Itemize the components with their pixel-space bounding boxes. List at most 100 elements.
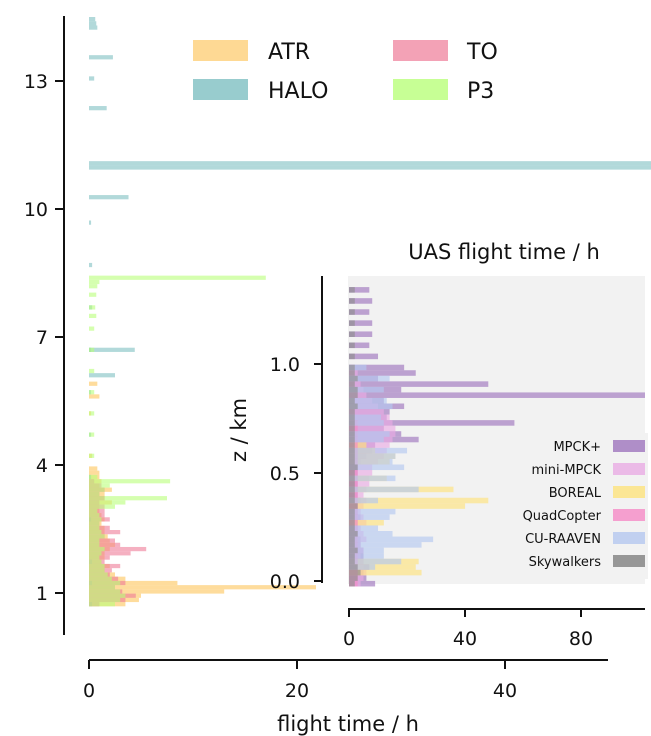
inset-x-tick-label: 40 <box>453 628 477 650</box>
inset-y-axis-title: z / km <box>227 398 251 462</box>
bar-atr <box>89 466 98 471</box>
bar-skywalkers <box>349 503 358 509</box>
bar-p3 <box>89 453 95 458</box>
bar-skywalkers <box>349 553 355 559</box>
bar-atr <box>89 580 178 586</box>
main-y-tick-label: 10 <box>24 199 48 221</box>
bar-skywalkers <box>349 514 355 520</box>
bar-cu-raaven <box>349 536 434 543</box>
bar-skywalkers <box>349 320 355 326</box>
bar-p3 <box>89 580 121 586</box>
bar-p3 <box>89 284 98 289</box>
bar-atr <box>89 470 100 475</box>
inset-legend-label-quadcopter: QuadCopter <box>523 509 602 524</box>
inset-y-tick-label: 0.0 <box>270 571 300 593</box>
bar-p3 <box>89 411 95 416</box>
bar-cu-raaven <box>349 508 396 515</box>
bar-halo <box>89 55 113 60</box>
main-x-axis-title: flight time / h <box>277 712 419 736</box>
inset-legend-label-skywalkers: Skywalkers <box>529 555 602 570</box>
legend-label-p3: P3 <box>467 79 494 104</box>
bar-skywalkers <box>349 475 355 482</box>
inset-title: UAS flight time / h <box>408 240 600 264</box>
bar-skywalkers <box>349 309 355 315</box>
bar-mini-mpck <box>349 481 370 487</box>
inset-legend-label-mini-mpck: mini-MPCK <box>532 463 602 478</box>
inset-x-tick-label: 80 <box>569 628 593 650</box>
legend-swatch-atr <box>193 40 248 61</box>
bar-mpck-plus <box>349 331 373 337</box>
bar-to <box>89 530 121 535</box>
inset-y-tick-label: 0.5 <box>270 463 300 485</box>
bar-skywalkers <box>349 442 355 448</box>
inset-legend-swatch-skywalkers <box>613 555 645 567</box>
main-x-tick-label: 20 <box>285 680 309 702</box>
bar-mpck-plus <box>349 298 373 304</box>
bar-halo <box>89 21 97 26</box>
bar-mpck-plus <box>349 287 370 293</box>
bar-skywalkers <box>349 381 355 387</box>
bar-mini-mpck <box>349 470 373 476</box>
main-legend: ATR HALO TO P3 <box>193 40 498 104</box>
bar-skywalkers <box>349 481 355 487</box>
main-y-tick-label: 4 <box>36 455 48 477</box>
bar-cu-raaven <box>349 475 396 482</box>
bar-skywalkers <box>349 486 355 493</box>
bar-p3 <box>89 589 121 594</box>
bar-skywalkers <box>349 287 355 293</box>
bar-halo <box>89 17 96 22</box>
bar-p3 <box>89 313 97 319</box>
bar-skywalkers <box>349 331 355 337</box>
bar-boreal <box>349 564 416 570</box>
main-bars <box>89 17 651 607</box>
bar-p3 <box>89 572 108 577</box>
bar-atr <box>89 381 98 386</box>
bar-skywalkers <box>349 425 355 432</box>
inset-legend-box <box>500 433 648 579</box>
bar-skywalkers <box>349 420 355 426</box>
bar-halo <box>89 220 92 225</box>
bar-skywalkers <box>349 508 355 515</box>
bar-p3 <box>89 275 266 280</box>
inset-y-ticks: 1.0 0.5 0.0 <box>270 354 322 593</box>
bar-p3 <box>89 542 100 547</box>
bar-skywalkers <box>349 298 355 304</box>
bar-boreal <box>349 503 466 509</box>
bar-mpck-plus <box>349 392 645 398</box>
main-y-tick-label: 7 <box>36 327 48 349</box>
inset-legend-swatch-mini-mpck <box>613 463 645 475</box>
inset-legend-label-mpck-plus: MPCK+ <box>553 440 601 455</box>
bar-to <box>89 542 121 547</box>
bar-p3 <box>89 474 98 480</box>
bar-skywalkers <box>349 525 355 532</box>
main-x-tick-label: 0 <box>83 680 95 702</box>
bar-p3 <box>89 368 95 374</box>
bar-halo <box>89 76 95 81</box>
bar-skywalkers <box>349 547 358 554</box>
bar-skywalkers <box>349 542 355 548</box>
bar-p3 <box>89 538 100 543</box>
bar-cu-raaven <box>349 397 387 404</box>
bar-cu-raaven <box>349 458 393 465</box>
bar-mini-mpck <box>349 409 384 415</box>
inset-legend-label-boreal: BOREAL <box>549 486 602 501</box>
main-y-tick-label: 1 <box>36 583 48 605</box>
bar-skywalkers <box>349 375 358 382</box>
bar-p3 <box>89 279 100 285</box>
bar-skywalkers <box>349 370 355 376</box>
bar-skywalkers <box>349 519 355 526</box>
bar-skywalkers <box>349 564 358 570</box>
inset-legend-swatch-cu-raaven <box>613 532 645 544</box>
bar-p3 <box>89 500 126 505</box>
bar-p3 <box>89 568 105 573</box>
bar-atr <box>89 394 100 399</box>
bar-mpck-plus <box>349 309 370 315</box>
bar-p3 <box>89 483 110 488</box>
inset-legend-swatch-mpck-plus <box>613 440 645 452</box>
bar-skywalkers <box>349 531 358 537</box>
bar-skywalkers <box>349 569 361 576</box>
bar-mpck-plus <box>349 353 379 360</box>
bar-halo <box>89 106 107 111</box>
bar-p3 <box>89 585 115 590</box>
